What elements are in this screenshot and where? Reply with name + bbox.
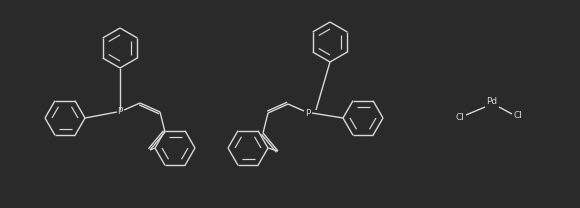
Text: Pd: Pd [487,98,498,106]
Text: Cl: Cl [455,114,465,123]
Text: Cl: Cl [513,111,523,120]
Text: P: P [117,108,123,116]
Text: P: P [305,109,311,118]
